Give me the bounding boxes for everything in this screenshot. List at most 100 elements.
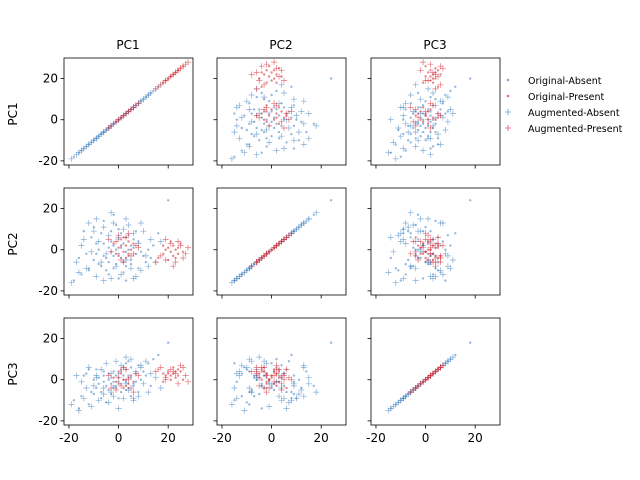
point-original-present: [119, 368, 123, 371]
point-original-present: [419, 118, 422, 121]
point-original-absent: [122, 242, 125, 245]
point-augmented-present: [135, 372, 142, 379]
point-augmented-absent: [390, 139, 397, 146]
point-original-absent: [444, 93, 447, 97]
point-original-absent: [105, 256, 108, 260]
point-original-present: [122, 378, 125, 381]
point-original-absent: [409, 141, 412, 144]
point-augmented-present: [427, 125, 434, 131]
point-augmented-present: [422, 77, 429, 84]
point-original-absent: [399, 155, 402, 158]
point-original-absent: [85, 372, 88, 375]
point-augmented-absent: [110, 393, 117, 400]
point-augmented-absent: [98, 366, 105, 373]
point-augmented-present: [123, 234, 129, 241]
point-augmented-absent: [80, 236, 87, 243]
point-augmented-absent: [439, 220, 446, 226]
point-augmented-present: [263, 389, 270, 396]
point-augmented-absent: [278, 81, 285, 88]
series-original-present: [112, 236, 185, 262]
point-original-absent: [469, 199, 472, 202]
point-augmented-present: [276, 73, 282, 80]
point-original-present: [260, 71, 263, 74]
point-augmented-absent: [261, 358, 268, 365]
point-augmented-absent: [412, 265, 419, 272]
point-original-present: [434, 246, 437, 249]
point-augmented-absent: [385, 269, 392, 276]
point-original-absent: [77, 256, 81, 260]
point-original-present: [112, 376, 115, 379]
point-augmented-absent: [100, 277, 107, 284]
point-original-absent: [157, 232, 160, 235]
point-augmented-present: [130, 389, 137, 396]
point-augmented-present: [276, 366, 282, 373]
point-original-absent: [243, 114, 246, 117]
point-original-absent: [167, 199, 170, 202]
point-original-present: [162, 372, 165, 375]
legend-marker-original-present: [506, 94, 510, 98]
point-original-present: [272, 370, 276, 373]
point-augmented-present: [108, 385, 115, 391]
point-augmented-present: [437, 112, 444, 119]
point-augmented-absent: [228, 401, 235, 408]
point-augmented-absent: [305, 215, 312, 222]
point-augmented-absent: [288, 397, 295, 404]
panel-frame: [370, 317, 501, 426]
point-original-absent: [87, 269, 91, 272]
point-original-absent: [112, 267, 115, 270]
point-augmented-absent: [447, 265, 454, 272]
point-original-absent: [112, 384, 115, 388]
point-original-absent: [262, 122, 266, 126]
point-original-absent: [100, 390, 103, 394]
point-original-absent: [235, 380, 238, 383]
point-augmented-present: [115, 374, 122, 381]
point-augmented-absent: [261, 94, 268, 101]
point-original-present: [127, 240, 130, 243]
point-augmented-absent: [447, 106, 454, 113]
point-augmented-present: [256, 382, 263, 389]
point-augmented-absent: [420, 147, 427, 154]
point-original-present: [181, 378, 185, 381]
point-augmented-absent: [90, 228, 97, 235]
point-original-present: [260, 378, 263, 381]
point-augmented-present: [125, 108, 132, 115]
point-original-absent: [290, 85, 293, 89]
point-original-absent: [253, 262, 256, 266]
point-original-present: [117, 254, 120, 258]
point-augmented-present: [430, 259, 436, 266]
point-original-absent: [469, 77, 472, 80]
point-original-present: [414, 114, 417, 117]
point-augmented-absent: [273, 147, 280, 154]
point-augmented-present: [422, 376, 429, 383]
point-original-absent: [117, 380, 120, 383]
point-augmented-absent: [300, 362, 307, 369]
point-augmented-absent: [405, 129, 412, 136]
point-augmented-present: [437, 364, 444, 371]
point-augmented-absent: [298, 108, 305, 115]
point-original-present: [434, 254, 437, 258]
point-augmented-present: [412, 252, 419, 259]
point-augmented-absent: [135, 393, 142, 400]
point-augmented-absent: [407, 263, 414, 270]
point-augmented-absent: [402, 220, 409, 226]
panel-frame: [216, 317, 347, 426]
point-augmented-absent: [387, 405, 394, 412]
series-original-absent: [233, 77, 333, 158]
point-original-present: [265, 382, 268, 385]
point-original-absent: [416, 248, 420, 251]
point-augmented-absent: [449, 110, 456, 117]
point-augmented-absent: [427, 151, 434, 158]
point-original-absent: [107, 388, 110, 392]
point-original-present: [169, 378, 172, 381]
point-original-absent: [233, 112, 236, 115]
point-original-present: [424, 250, 427, 253]
x-tick-label: 20: [468, 431, 483, 445]
point-original-absent: [114, 374, 118, 377]
point-original-absent: [416, 120, 420, 124]
point-original-absent: [80, 395, 83, 398]
point-augmented-absent: [142, 358, 149, 365]
x-tick-label: 0: [115, 431, 123, 445]
point-augmented-absent: [300, 393, 307, 400]
point-original-absent: [129, 376, 133, 379]
point-augmented-present: [278, 67, 285, 74]
